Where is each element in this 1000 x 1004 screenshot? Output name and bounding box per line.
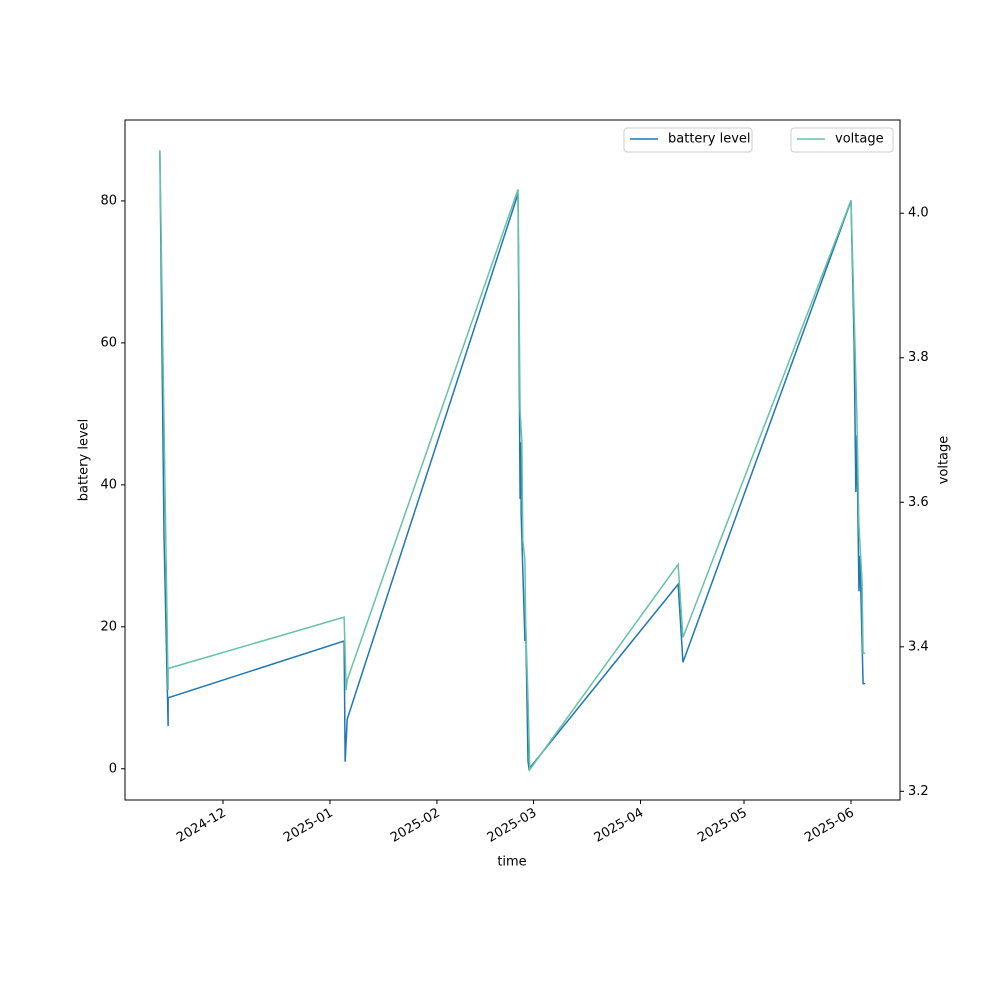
y2-tick-label: 4.0 — [908, 206, 929, 221]
y-tick-label: 20 — [100, 619, 117, 634]
legend-box — [623, 127, 753, 153]
y2-tick-label: 3.6 — [908, 495, 929, 510]
legend-label: battery level — [668, 132, 751, 147]
legend-label: voltage — [835, 132, 884, 147]
y-axis-label: battery level — [77, 419, 92, 502]
y-tick-label: 0 — [109, 761, 117, 776]
y-tick-label: 80 — [100, 193, 117, 208]
line-series — [159, 150, 866, 772]
y2-tick-label: 3.4 — [908, 639, 929, 654]
legend-box — [790, 127, 894, 153]
axes-frame — [124, 119, 901, 801]
y-tick-label: 60 — [100, 335, 117, 350]
y2-tick-label: 3.2 — [908, 784, 929, 799]
y2-tick-label: 3.8 — [908, 350, 929, 365]
y2-axis-label: voltage — [937, 436, 952, 485]
x-axis-label: time — [497, 855, 526, 870]
y-tick-label: 40 — [100, 477, 117, 492]
